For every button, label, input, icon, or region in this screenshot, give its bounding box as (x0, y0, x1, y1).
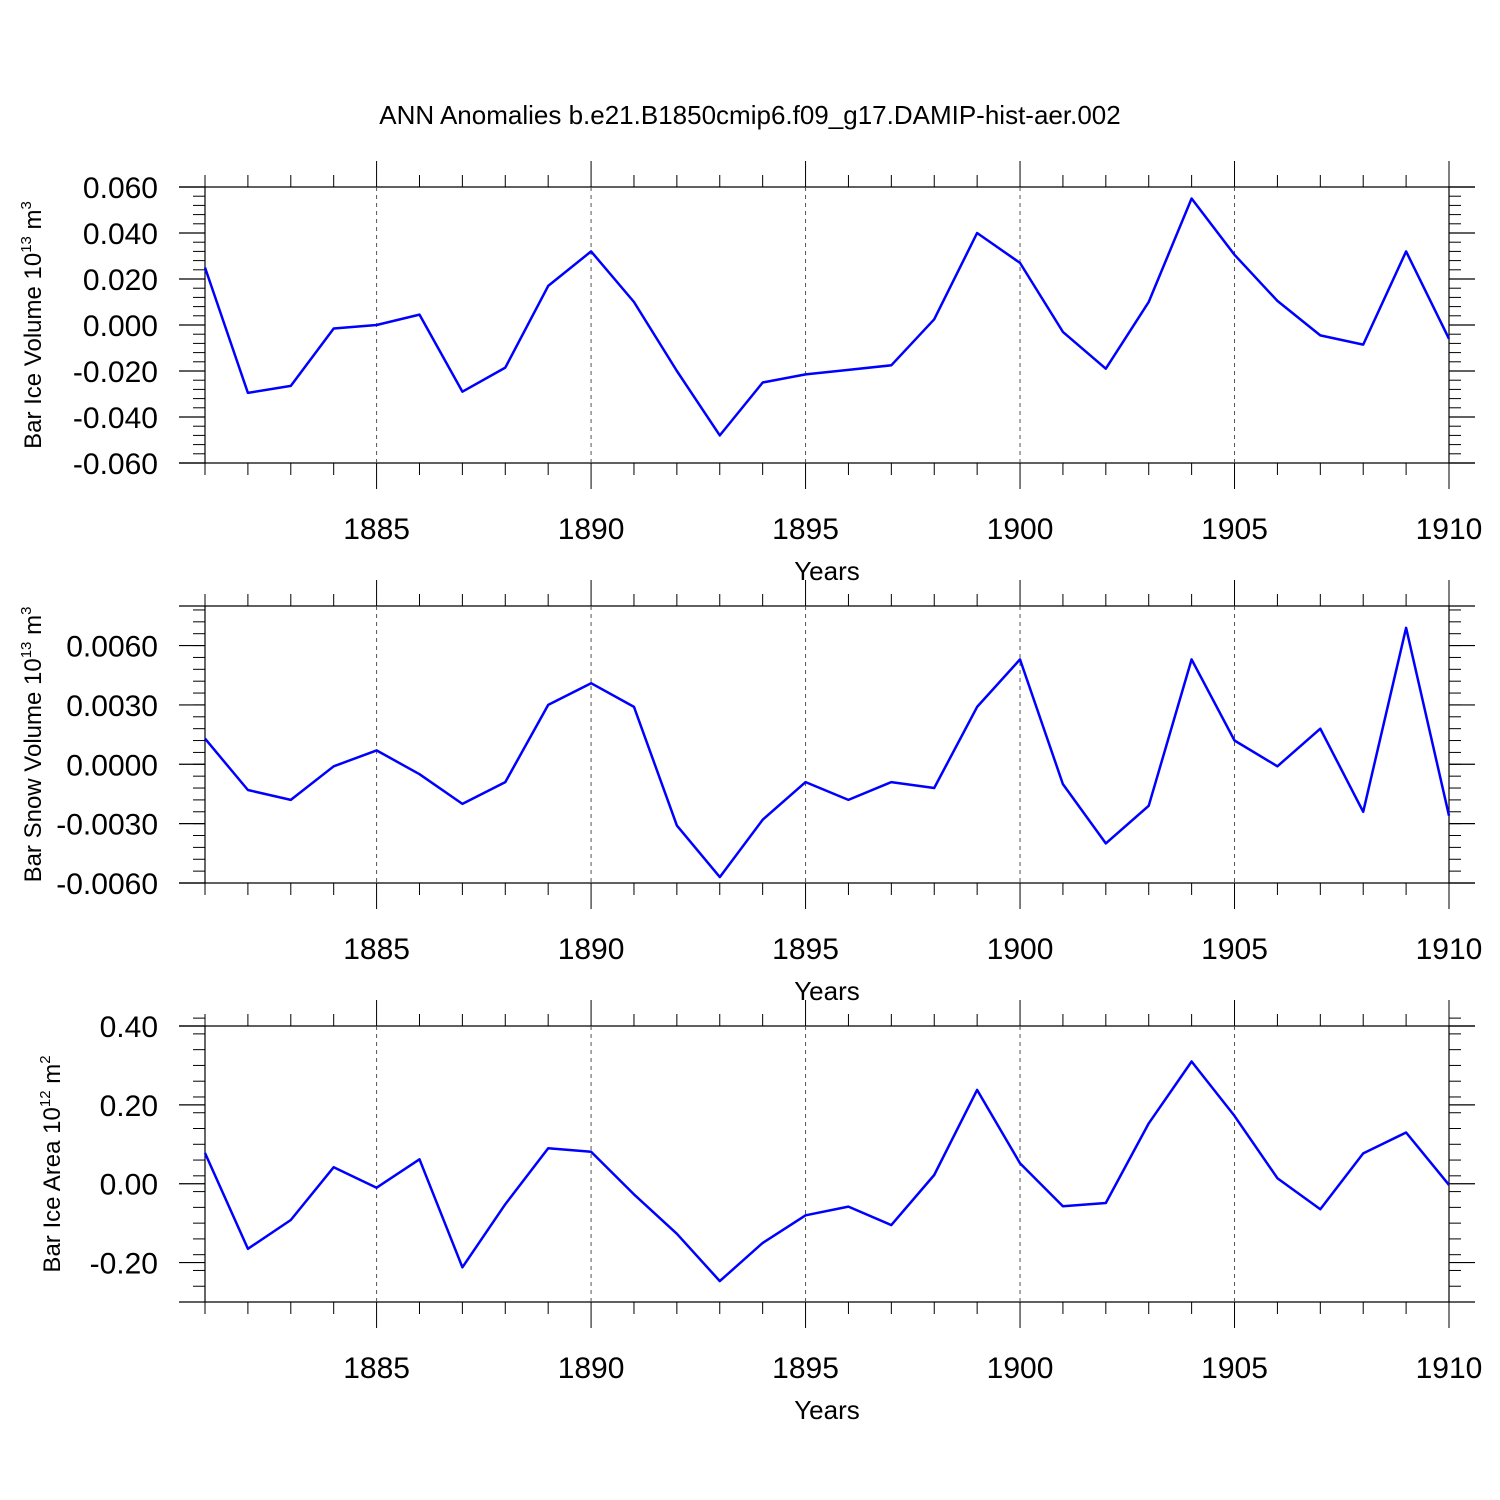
x-tick-label: 1890 (558, 1352, 625, 1385)
x-axis-label: Years (794, 976, 860, 1006)
y-tick-label: -0.20 (90, 1248, 158, 1281)
y-tick-label: 0.060 (83, 172, 158, 205)
y-tick-label: -0.060 (73, 448, 158, 481)
y-tick-label: 0.0030 (66, 690, 158, 723)
chart-panel-1: 1885 1890 1895 1900 1905 1910 Years -0.060 -0.04… (18, 161, 1482, 586)
x-tick-label: 1895 (772, 513, 839, 546)
x-tick-label: 1905 (1201, 933, 1268, 966)
x-tick-label: 1890 (558, 933, 625, 966)
x-tick-label: 1905 (1201, 513, 1268, 546)
x-tick-label: 1890 (558, 513, 625, 546)
x-tick-label: 1900 (987, 1352, 1054, 1385)
chart-panel-3: 1885 1890 1895 1900 1905 1910 Years -0.20 0.00 0.… (37, 1000, 1482, 1425)
y-tick-label: 0.0060 (66, 631, 158, 664)
series-line (204, 626, 1451, 879)
x-tick-label: 1885 (343, 933, 410, 966)
chart-panels: 1885 1890 1895 1900 1905 1910 Years -0.060 -0.04… (18, 161, 1482, 1425)
series-line (203, 1060, 1450, 1283)
x-tick-label: 1900 (987, 513, 1054, 546)
x-tick-label: 1910 (1416, 1352, 1483, 1385)
y-tick-label: 0.000 (83, 310, 158, 343)
x-tick-label: 1895 (772, 1352, 839, 1385)
y-tick-label: -0.0030 (56, 809, 158, 842)
y-axis-label: Bar Snow Volume 1013 m3 (18, 607, 47, 883)
x-tick-label: 1910 (1416, 933, 1483, 966)
x-tick-label: 1910 (1416, 513, 1483, 546)
y-tick-label: 0.40 (100, 1011, 158, 1044)
x-axis-label: Years (794, 1395, 860, 1425)
y-tick-label: 0.040 (83, 218, 158, 251)
x-tick-label: 1885 (343, 513, 410, 546)
chart-title: ANN Anomalies b.e21.B1850cmip6.f09_g17.D… (379, 100, 1120, 130)
x-tick-label: 1900 (987, 933, 1054, 966)
y-axis-label: Bar Ice Volume 1013 m3 (18, 201, 47, 449)
y-tick-label: -0.020 (73, 356, 158, 389)
x-tick-label: 1885 (343, 1352, 410, 1385)
y-tick-label: -0.0060 (56, 868, 158, 901)
series-line (203, 197, 1451, 437)
y-tick-label: -0.040 (73, 402, 158, 435)
y-tick-label: 0.00 (100, 1169, 158, 1202)
y-tick-label: 0.0000 (66, 749, 158, 782)
y-tick-label: 0.20 (100, 1090, 158, 1123)
x-tick-label: 1905 (1201, 1352, 1268, 1385)
x-tick-label: 1895 (772, 933, 839, 966)
y-axis-label: Bar Ice Area 1012 m2 (37, 1055, 66, 1272)
chart-panel-2: 1885 1890 1895 1900 1905 1910 Years -0.0060 -0.0… (18, 580, 1482, 1006)
y-tick-label: 0.020 (83, 264, 158, 297)
x-axis-label: Years (794, 556, 860, 586)
